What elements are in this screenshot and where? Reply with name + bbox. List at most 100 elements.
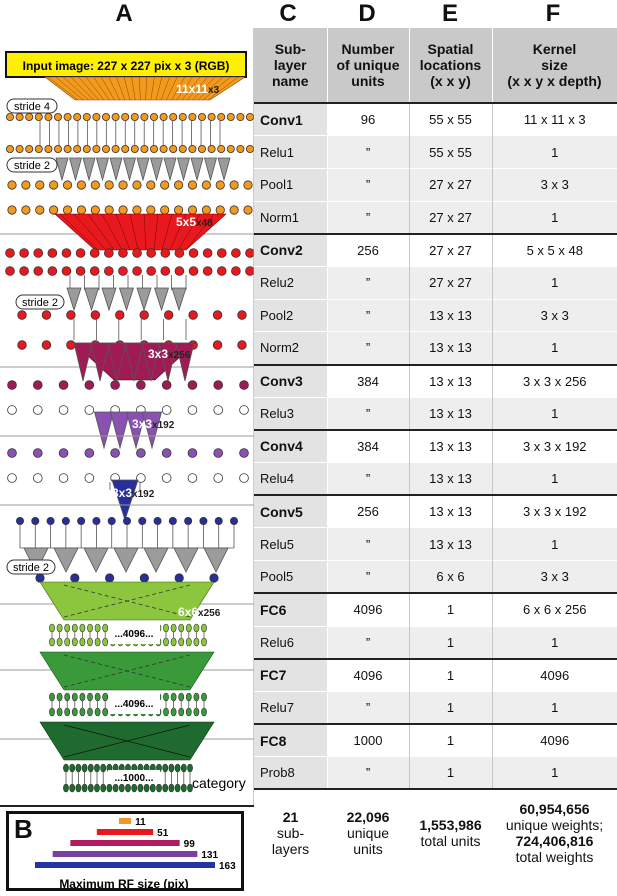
- unit-dot: [159, 144, 168, 153]
- unit-dot: [41, 310, 52, 320]
- unit-dot: [89, 248, 100, 258]
- summary-text: unique weights;: [505, 817, 604, 834]
- kernel-size-cell: 4096: [491, 657, 617, 692]
- unit-dot: [159, 113, 168, 122]
- header-unique-units: Number of unique units: [327, 28, 410, 103]
- fc-connection: [63, 654, 191, 688]
- kernel-size-cell: 1: [491, 690, 617, 725]
- kernel-stroke: [70, 76, 94, 101]
- summary-text: 22,096: [346, 809, 390, 826]
- panel-label-e: E: [441, 0, 458, 27]
- fc-unit: [79, 692, 86, 702]
- kernel-stroke: [166, 76, 178, 101]
- kernel-size-cell: 11 x 11 x 3: [491, 102, 617, 136]
- header-sublayer-name: Sub- layer name: [254, 28, 328, 103]
- fc-unit: [163, 707, 169, 717]
- summary-total-units: 1,553,986 total units: [409, 788, 492, 877]
- panel-label-a: A: [115, 0, 133, 27]
- unique-units-cell: ”: [326, 265, 409, 300]
- fc-unit: [193, 637, 200, 647]
- spatial-locations-cell: 27 x 27: [408, 167, 492, 202]
- unit-dot: [110, 448, 120, 458]
- unit-dot: [15, 517, 24, 526]
- sublayer-name-cell: Relu5: [254, 527, 328, 561]
- kernel-stroke: [129, 213, 139, 251]
- sublayer-name-cell: Conv3: [254, 363, 328, 398]
- fc-connection: [63, 724, 191, 758]
- stride-label: stride 4: [14, 101, 50, 113]
- unit-dot: [44, 113, 53, 122]
- fc-unit: [94, 623, 101, 633]
- unique-units-cell: ”: [326, 167, 409, 202]
- rf-bar: [118, 818, 132, 824]
- spatial-locations-cell: 1: [408, 690, 492, 725]
- unit-dot: [7, 448, 17, 458]
- kernel-stroke: [87, 213, 115, 251]
- unit-dot: [31, 517, 40, 526]
- unit-dot: [231, 266, 241, 276]
- summary-weights: 60,954,656 unique weights; 724,406,816 tota…: [492, 788, 617, 877]
- unit-dot: [213, 448, 224, 458]
- unit-dot: [44, 144, 53, 153]
- fc-unit: [187, 763, 193, 773]
- summary-text: unique units: [346, 825, 390, 858]
- unique-units-cell: 4096: [326, 657, 409, 692]
- unit-dot: [132, 266, 142, 276]
- unit-dot: [132, 180, 142, 190]
- unique-units-cell: ”: [326, 462, 409, 496]
- pool-triangle: [109, 411, 131, 450]
- fc-unit: [64, 623, 71, 633]
- table-row: FC7 4096 1 4096: [254, 657, 617, 692]
- unit-dot: [169, 144, 178, 153]
- spatial-locations-cell: 13 x 13: [408, 396, 492, 430]
- fc-unit: [137, 783, 144, 793]
- fc-unit: [102, 623, 109, 633]
- unit-dot: [212, 310, 223, 320]
- fc-unit: [201, 623, 207, 633]
- unit-dot: [174, 266, 185, 276]
- unit-dot: [140, 113, 149, 122]
- unit-dot: [199, 517, 208, 526]
- unit-dot: [110, 380, 120, 390]
- unique-units-cell: ”: [326, 690, 409, 725]
- unit-dot: [146, 205, 156, 215]
- panel-label-b: B: [14, 814, 33, 844]
- sublayer-name-cell: Relu2: [254, 265, 328, 300]
- fc8-unit-label: ...1000...: [115, 773, 154, 784]
- unit-dot: [239, 405, 249, 415]
- summary-sublayers: 21 sub- layers: [254, 788, 327, 877]
- unit-dot: [25, 144, 34, 153]
- conv1-kernel-fan: [44, 76, 247, 101]
- kernel-stroke: [153, 213, 159, 251]
- fc-unit: [125, 783, 131, 793]
- spatial-locations-cell: 55 x 55: [408, 135, 492, 169]
- sublayer-name-cell: Relu7: [254, 690, 328, 725]
- unique-units-cell: 96: [326, 102, 409, 136]
- unit-dot: [7, 380, 17, 390]
- unit-dot: [237, 340, 247, 350]
- summary-text: sub- layers: [271, 825, 310, 858]
- sublayer-name-cell: Pool2: [254, 298, 328, 332]
- fc-label-bg: [108, 692, 160, 714]
- kernel-size-cell: 1: [491, 756, 617, 790]
- unit-dot: [58, 380, 69, 390]
- unit-dot: [207, 113, 216, 122]
- table-row: Relu6” 1 1: [254, 625, 617, 659]
- unique-units-cell: 256: [326, 494, 409, 528]
- unit-dot: [5, 266, 15, 276]
- kernel-stroke: [202, 76, 231, 101]
- spatial-locations-cell: 1: [408, 723, 492, 757]
- rf-size-panel: [6, 811, 244, 891]
- kernel-size-cell: 4096: [491, 723, 617, 757]
- fc-unit: [87, 623, 93, 633]
- unique-units-cell: 384: [326, 428, 409, 463]
- sublayer-name-cell: FC6: [254, 592, 328, 626]
- unique-units-cell: ”: [326, 560, 409, 594]
- layer-table: Sub- layer name Number of unique units S…: [254, 28, 617, 877]
- fc-unit: [131, 783, 138, 793]
- unit-dot: [34, 144, 43, 153]
- pool-triangle: [136, 287, 152, 312]
- spatial-locations-cell: 55 x 55: [408, 102, 492, 136]
- unit-dot: [226, 144, 235, 153]
- fc-unit: [170, 692, 177, 702]
